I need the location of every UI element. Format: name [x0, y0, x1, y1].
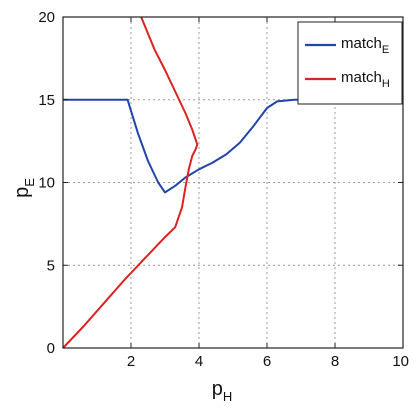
x-tick-label: 2 — [127, 353, 135, 370]
y-axis-label-subscript: E — [22, 178, 37, 187]
y-axis-label: pE — [11, 178, 37, 198]
y-tick-label: 15 — [38, 92, 55, 109]
legend-label-match-e-subscript: E — [382, 44, 389, 56]
legend-label-match-e-main: match — [341, 35, 382, 52]
x-tick-label: 6 — [263, 353, 271, 370]
y-tick-label: 10 — [38, 175, 55, 192]
y-tick-label: 20 — [38, 9, 55, 26]
y-axis-ticks: 0 5 10 15 20 — [38, 9, 403, 357]
x-axis-label: pH — [212, 378, 233, 404]
y-tick-label: 0 — [47, 340, 55, 357]
legend-label-match-h-main: match — [341, 69, 382, 86]
x-tick-label: 8 — [331, 353, 339, 370]
x-axis-label-subscript: H — [223, 389, 232, 404]
series-line-match-e — [63, 98, 322, 194]
legend-box — [297, 21, 403, 105]
legend-label-match-e: matchE — [341, 35, 389, 56]
x-axis-label-main: p — [212, 378, 223, 400]
legend: matchE matchH — [297, 21, 403, 105]
legend-label-match-h: matchH — [341, 69, 390, 90]
legend-label-match-h-subscript: H — [382, 78, 390, 90]
y-tick-label: 5 — [47, 257, 55, 274]
series-layer — [62, 16, 322, 349]
x-tick-label: 4 — [195, 353, 203, 370]
x-axis-ticks: 2 4 6 8 10 — [127, 17, 409, 370]
y-axis-label-main: p — [11, 187, 33, 198]
x-tick-label: 10 — [392, 353, 409, 370]
series-line-match-h — [62, 16, 199, 349]
